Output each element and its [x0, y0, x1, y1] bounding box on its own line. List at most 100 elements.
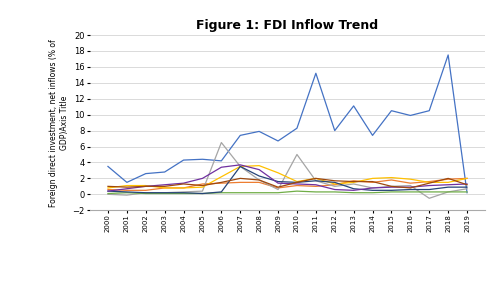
- Line: Sri Lanka: Sri Lanka: [108, 178, 467, 188]
- Pakistan: [275, 181, 281, 185]
- Bangladesh: [124, 189, 130, 192]
- Bhutan: [105, 192, 111, 196]
- India: [370, 177, 376, 180]
- Bangladesh: [408, 181, 414, 185]
- Afghanistan: [218, 159, 224, 163]
- Bhutan: [426, 197, 432, 200]
- Pakistan: [388, 185, 394, 189]
- Nepal: [426, 188, 432, 191]
- Maldives: [350, 191, 356, 194]
- India: [464, 177, 470, 180]
- Bhutan: [162, 191, 168, 194]
- Bhutan: [275, 188, 281, 191]
- Nepal: [162, 191, 168, 194]
- Pakistan: [124, 187, 130, 190]
- Sri Lanka: [162, 185, 168, 188]
- Maldives: [200, 192, 205, 195]
- Sri Lanka: [426, 181, 432, 185]
- Nepal: [313, 179, 319, 182]
- Bangladesh: [180, 186, 186, 190]
- Afghanistan: [275, 139, 281, 143]
- Maldives: [294, 190, 300, 193]
- Nepal: [350, 187, 356, 190]
- Pakistan: [313, 183, 319, 187]
- India: [445, 181, 451, 184]
- Pakistan: [332, 188, 338, 191]
- Bangladesh: [105, 188, 111, 191]
- Bhutan: [350, 182, 356, 186]
- Title: Figure 1: FDI Inflow Trend: Figure 1: FDI Inflow Trend: [196, 20, 378, 32]
- Nepal: [238, 165, 244, 168]
- Afghanistan: [124, 181, 130, 184]
- Afghanistan: [313, 72, 319, 75]
- Nepal: [105, 190, 111, 193]
- Pakistan: [426, 184, 432, 187]
- Maldives: [408, 190, 414, 194]
- Bhutan: [408, 184, 414, 187]
- Pakistan: [256, 168, 262, 171]
- Sri Lanka: [408, 186, 414, 190]
- Nepal: [218, 190, 224, 194]
- Sri Lanka: [313, 177, 319, 180]
- Maldives: [464, 190, 470, 194]
- Sri Lanka: [200, 184, 205, 187]
- Bangladesh: [143, 189, 149, 192]
- Line: Nepal: Nepal: [108, 166, 467, 194]
- Afghanistan: [256, 130, 262, 133]
- Afghanistan: [350, 104, 356, 108]
- Pakistan: [370, 186, 376, 190]
- Bhutan: [464, 187, 470, 190]
- India: [143, 184, 149, 187]
- India: [275, 171, 281, 175]
- Y-axis label: Foreign direct investment, net inflows (% of
GDP)Axis Title: Foreign direct investment, net inflows (…: [50, 39, 70, 206]
- India: [124, 184, 130, 187]
- Bhutan: [143, 191, 149, 194]
- Pakistan: [238, 163, 244, 167]
- Nepal: [143, 191, 149, 194]
- Bhutan: [313, 179, 319, 182]
- Afghanistan: [180, 158, 186, 162]
- Bhutan: [218, 141, 224, 144]
- Sri Lanka: [464, 183, 470, 187]
- Sri Lanka: [218, 181, 224, 184]
- Pakistan: [143, 185, 149, 188]
- India: [238, 165, 244, 168]
- Sri Lanka: [332, 179, 338, 182]
- Maldives: [313, 190, 319, 194]
- Afghanistan: [426, 109, 432, 112]
- Pakistan: [464, 182, 470, 186]
- Bhutan: [124, 193, 130, 197]
- India: [105, 186, 111, 190]
- Bangladesh: [256, 181, 262, 184]
- Bangladesh: [162, 186, 168, 190]
- Nepal: [124, 190, 130, 194]
- Bangladesh: [445, 178, 451, 181]
- Maldives: [124, 191, 130, 194]
- Maldives: [218, 191, 224, 194]
- India: [332, 182, 338, 186]
- Afghanistan: [445, 53, 451, 57]
- Nepal: [370, 189, 376, 192]
- Bangladesh: [218, 181, 224, 185]
- Line: Afghanistan: Afghanistan: [108, 55, 467, 193]
- Bhutan: [200, 190, 205, 193]
- Bangladesh: [238, 181, 244, 184]
- Bhutan: [332, 185, 338, 188]
- Line: Maldives: Maldives: [108, 191, 467, 194]
- India: [313, 177, 319, 180]
- Bangladesh: [275, 186, 281, 190]
- India: [180, 186, 186, 190]
- Bangladesh: [313, 185, 319, 188]
- Bhutan: [388, 185, 394, 188]
- Bangladesh: [200, 182, 205, 186]
- Sri Lanka: [370, 180, 376, 183]
- Line: Bhutan: Bhutan: [108, 142, 467, 198]
- Maldives: [180, 192, 186, 195]
- India: [200, 185, 205, 189]
- Bhutan: [256, 178, 262, 182]
- Bangladesh: [350, 179, 356, 182]
- Sri Lanka: [143, 185, 149, 188]
- Nepal: [332, 181, 338, 184]
- Sri Lanka: [294, 181, 300, 184]
- Afghanistan: [464, 191, 470, 194]
